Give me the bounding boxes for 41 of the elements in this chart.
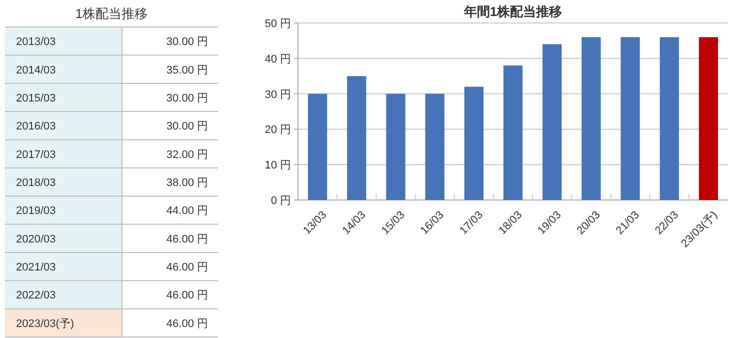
category-label: 2022/03: [16, 290, 56, 302]
category-label: 2016/03: [16, 120, 56, 133]
text: 30.00 円: [166, 120, 208, 133]
bar: [464, 86, 484, 200]
bar: [425, 94, 444, 200]
category-label: 2023/03(予): [16, 318, 74, 330]
y-tick-label: 10 円: [264, 160, 291, 172]
text: 46.00 円: [166, 262, 208, 274]
bar: [347, 76, 366, 200]
y-tick-label: 0 円: [270, 195, 291, 207]
y-tick-label: 30 円: [264, 88, 291, 101]
category-label: 2015/03: [16, 92, 56, 104]
y-tick-label: 40 円: [264, 53, 291, 66]
bar: [542, 44, 562, 200]
bar: [660, 37, 679, 200]
bar: [503, 65, 523, 200]
text: 44.00 円: [166, 205, 208, 218]
category-label: 2019/03: [16, 205, 56, 218]
text: 46.00 円: [166, 318, 208, 330]
bar: [698, 37, 718, 200]
text: 32.00 円: [166, 148, 208, 161]
category-label: 2014/03: [16, 64, 56, 76]
category-label: 2018/03: [16, 177, 56, 189]
y-tick-label: 20 円: [264, 124, 291, 136]
text: 46.00 円: [166, 290, 208, 302]
text: 30.00 円: [166, 92, 208, 104]
category-label: 2017/03: [16, 148, 56, 161]
y-tick-label: 50 円: [264, 18, 291, 30]
text: 46.00 円: [166, 233, 208, 246]
category-label: 2013/03: [16, 36, 56, 48]
text: 35.00 円: [166, 64, 208, 76]
text: 1株配当推移: [75, 6, 148, 21]
category-label: 2021/03: [16, 262, 56, 274]
category-label: 2020/03: [16, 233, 56, 246]
chart-title: 年間1株配当推移: [462, 4, 562, 19]
text: 30.00 円: [166, 36, 208, 48]
text: 38.00 円: [166, 177, 208, 189]
bar: [620, 37, 640, 200]
bar: [386, 94, 406, 200]
bar: [308, 94, 328, 200]
bar: [582, 37, 601, 200]
